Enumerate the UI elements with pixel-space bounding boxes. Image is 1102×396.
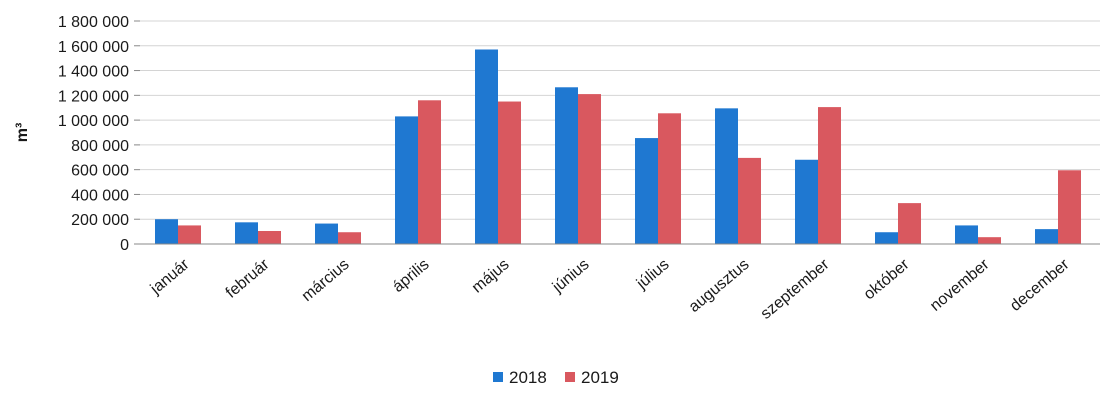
- legend-label-2018: 2018: [509, 368, 547, 387]
- x-tick-label: február: [223, 256, 273, 302]
- y-tick-label: 600 000: [71, 163, 129, 180]
- grid-layer: [140, 20, 1100, 220]
- bar-2018-október: [875, 232, 898, 244]
- y-tick-label: 200 000: [71, 212, 129, 229]
- bar-2018-június: [555, 87, 578, 245]
- x-tick-label: június: [549, 256, 593, 297]
- bar-2018-november: [955, 225, 978, 244]
- legend-swatch-2019: [565, 372, 575, 382]
- bar-2019-december: [1058, 170, 1081, 244]
- y-tick-label: 1 600 000: [58, 39, 129, 56]
- bar-2019-július: [658, 113, 681, 244]
- y-tick-label: 1 800 000: [58, 14, 129, 31]
- bar-2019-április: [418, 100, 441, 245]
- x-tick-label: március: [299, 256, 353, 305]
- bar-2019-január: [178, 225, 201, 244]
- y-axis-ticks: 0 200 000 400 000 600 000 800 000 1 000 000 1 …: [58, 14, 140, 254]
- bar-2019-június: [578, 94, 601, 244]
- bar-2018-december: [1035, 229, 1058, 244]
- bar-2018-február: [235, 222, 258, 244]
- bar-2018-március: [315, 223, 338, 244]
- y-axis-label: m³: [14, 123, 31, 143]
- x-tick-label: szeptember: [758, 256, 833, 323]
- y-tick-label: 800 000: [71, 138, 129, 155]
- bar-2019-augusztus: [738, 157, 761, 244]
- legend: 2018 2019: [493, 368, 619, 387]
- x-tick-label: augusztus: [686, 256, 753, 316]
- legend-swatch-2018: [493, 372, 503, 382]
- bar-2019-szeptember: [818, 107, 841, 244]
- bar-2018-augusztus: [715, 108, 738, 244]
- bars-layer: [155, 49, 1081, 245]
- bar-2019-február: [258, 230, 281, 244]
- x-tick-label: április: [390, 256, 433, 296]
- legend-label-2019: 2019: [581, 368, 619, 387]
- y-tick-label: 1 000 000: [58, 113, 129, 130]
- x-tick-label: január: [147, 256, 193, 299]
- bar-2018-szeptember: [795, 159, 818, 244]
- bar-2018-július: [635, 138, 658, 244]
- bar-2018-január: [155, 219, 178, 244]
- y-tick-label: 0: [120, 237, 129, 254]
- bar-2019-március: [338, 232, 361, 244]
- bar-2019-november: [978, 237, 1001, 244]
- x-tick-label: május: [469, 256, 513, 296]
- bar-2018-május: [475, 49, 498, 244]
- y-tick-label: 1 200 000: [58, 88, 129, 105]
- y-tick-label: 400 000: [71, 187, 129, 204]
- x-axis-ticks: január február március április május június jú…: [147, 256, 1073, 323]
- bar-2018-április: [395, 116, 418, 244]
- x-tick-label: november: [927, 256, 993, 315]
- x-tick-label: december: [1007, 256, 1073, 315]
- x-tick-label: július: [633, 256, 673, 293]
- bar-2019-május: [498, 101, 521, 245]
- bar-2019-október: [898, 203, 921, 244]
- x-tick-label: október: [861, 256, 913, 304]
- y-tick-label: 1 400 000: [58, 64, 129, 81]
